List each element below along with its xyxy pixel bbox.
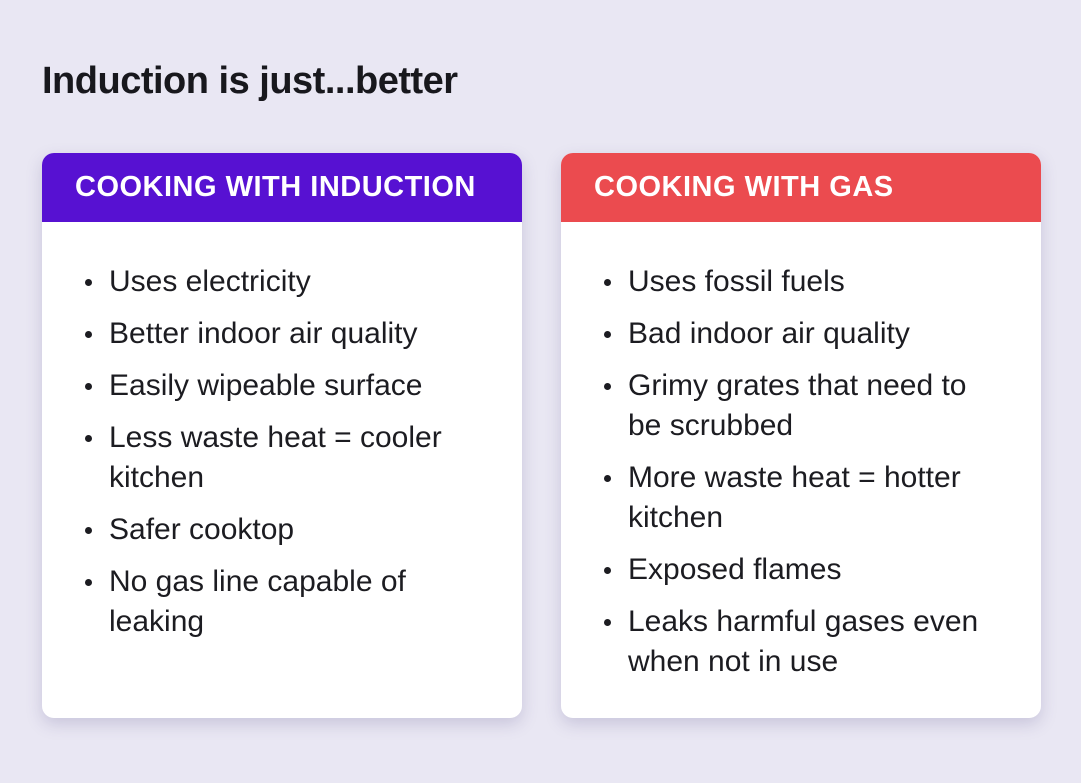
list-item: Easily wipeable surface bbox=[82, 366, 494, 406]
list-item: Grimy grates that need to be scrubbed bbox=[601, 366, 1013, 446]
bullet-icon bbox=[604, 279, 611, 286]
list-item-text: Safer cooktop bbox=[109, 513, 295, 546]
card-gas: COOKING WITH GAS Uses fossil fuels Bad i… bbox=[561, 153, 1041, 718]
list-item-text: Easily wipeable surface bbox=[109, 369, 423, 402]
list-item: Less waste heat = cooler kitchen bbox=[82, 418, 494, 498]
card-gas-body: Uses fossil fuels Bad indoor air quality… bbox=[561, 222, 1041, 718]
page-title: Induction is just...better bbox=[42, 60, 458, 102]
list-item-text: Uses electricity bbox=[109, 265, 311, 298]
list-item-text: More waste heat = hotter kitchen bbox=[628, 461, 961, 534]
list-item-text: Exposed flames bbox=[628, 553, 842, 586]
bullet-icon bbox=[85, 435, 92, 442]
list-item: Uses fossil fuels bbox=[601, 262, 1013, 302]
bullet-icon bbox=[604, 331, 611, 338]
gas-list: Uses fossil fuels Bad indoor air quality… bbox=[601, 262, 1013, 682]
list-item: Leaks harmful gases even when not in use bbox=[601, 602, 1013, 682]
card-induction-body: Uses electricity Better indoor air quali… bbox=[42, 222, 522, 718]
list-item: Safer cooktop bbox=[82, 510, 494, 550]
list-item-text: Less waste heat = cooler kitchen bbox=[109, 421, 442, 494]
list-item: Better indoor air quality bbox=[82, 314, 494, 354]
list-item: Uses electricity bbox=[82, 262, 494, 302]
card-induction-header: COOKING WITH INDUCTION bbox=[42, 153, 522, 222]
comparison-cards: COOKING WITH INDUCTION Uses electricity … bbox=[42, 153, 1041, 718]
induction-list: Uses electricity Better indoor air quali… bbox=[82, 262, 494, 642]
bullet-icon bbox=[85, 383, 92, 390]
list-item: Bad indoor air quality bbox=[601, 314, 1013, 354]
list-item: Exposed flames bbox=[601, 550, 1013, 590]
list-item-text: Grimy grates that need to be scrubbed bbox=[628, 369, 967, 442]
list-item-text: Uses fossil fuels bbox=[628, 265, 845, 298]
list-item-text: Better indoor air quality bbox=[109, 317, 418, 350]
bullet-icon bbox=[604, 475, 611, 482]
bullet-icon bbox=[85, 279, 92, 286]
bullet-icon bbox=[604, 619, 611, 626]
bullet-icon bbox=[85, 527, 92, 534]
card-induction: COOKING WITH INDUCTION Uses electricity … bbox=[42, 153, 522, 718]
bullet-icon bbox=[85, 579, 92, 586]
list-item: More waste heat = hotter kitchen bbox=[601, 458, 1013, 538]
list-item-text: No gas line capable of leaking bbox=[109, 565, 406, 638]
bullet-icon bbox=[604, 383, 611, 390]
card-gas-header: COOKING WITH GAS bbox=[561, 153, 1041, 222]
list-item-text: Bad indoor air quality bbox=[628, 317, 910, 350]
list-item-text: Leaks harmful gases even when not in use bbox=[628, 605, 979, 678]
list-item: No gas line capable of leaking bbox=[82, 562, 494, 642]
bullet-icon bbox=[604, 567, 611, 574]
bullet-icon bbox=[85, 331, 92, 338]
